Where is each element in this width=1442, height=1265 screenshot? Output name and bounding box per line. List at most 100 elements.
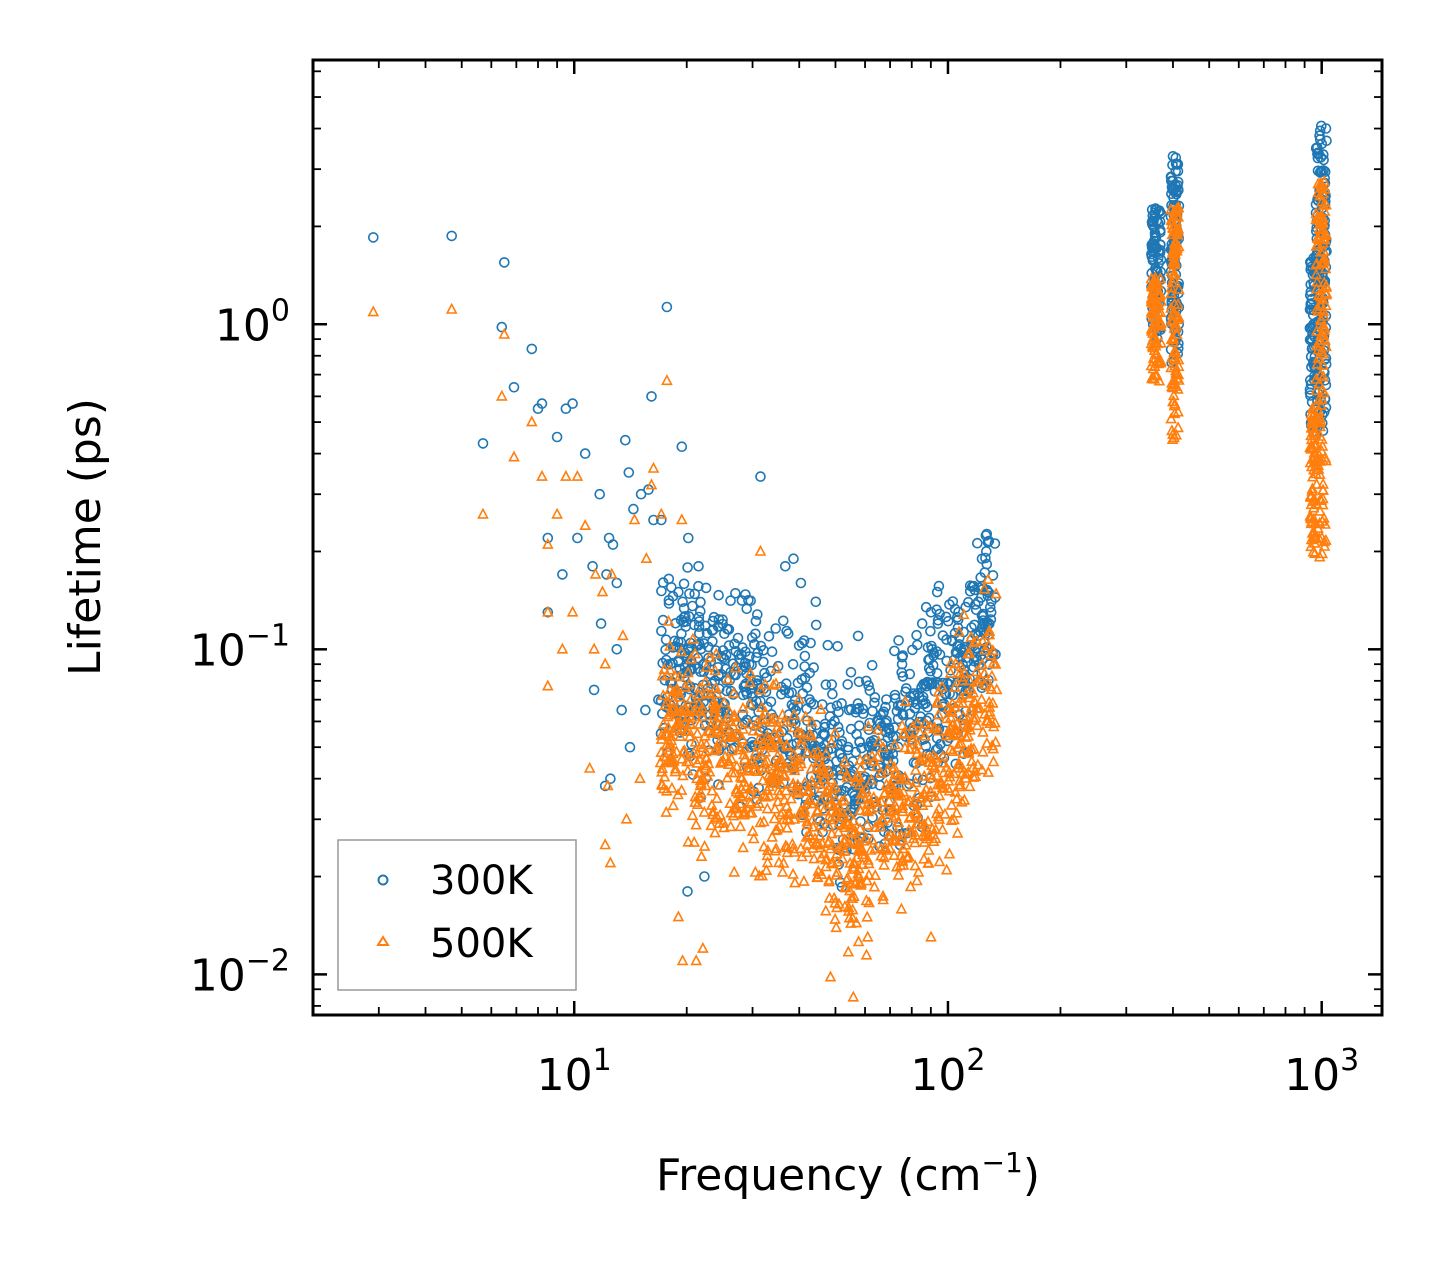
- point-500k-480: [947, 767, 960, 779]
- point-500k-1033: [855, 842, 868, 854]
- point-500k-152: [936, 823, 949, 835]
- point-500k-45: [925, 930, 937, 942]
- point-500k-458: [904, 880, 917, 892]
- point-500k-1455: [1310, 213, 1322, 225]
- point-500k-456: [680, 755, 693, 767]
- point-500k-1028: [761, 733, 774, 745]
- point-500k-754: [909, 776, 922, 788]
- point-300k-30: [655, 514, 667, 526]
- point-300k-55: [810, 596, 822, 608]
- point-500k-752: [861, 874, 873, 886]
- point-300k-745: [663, 573, 675, 585]
- point-500k-689: [794, 842, 807, 854]
- point-500k-86: [729, 661, 742, 673]
- point-500k-241: [805, 729, 818, 741]
- point-500k-975: [779, 839, 792, 851]
- point-300k-53: [788, 553, 799, 565]
- point-500k-1427: [1315, 297, 1327, 310]
- point-500k-961: [949, 700, 962, 712]
- point-500k-616: [810, 837, 823, 849]
- point-300k-941: [730, 587, 741, 599]
- point-500k-746: [889, 787, 902, 799]
- point-500k-803: [787, 721, 800, 733]
- point-500k-771: [883, 794, 896, 806]
- point-500k-794: [830, 793, 842, 805]
- point-300k-714: [819, 718, 831, 730]
- point-500k-1284: [1304, 489, 1317, 501]
- point-500k-812: [860, 894, 873, 906]
- point-500k-937: [947, 728, 960, 740]
- point-300k-395: [980, 530, 992, 541]
- point-500k-40: [754, 544, 767, 556]
- point-500k-496: [854, 753, 866, 765]
- point-300k-600: [827, 688, 838, 700]
- point-500k-1457: [1312, 212, 1324, 224]
- point-300k-615: [693, 580, 704, 592]
- point-500k-405: [953, 737, 966, 749]
- point-300k-131: [763, 630, 775, 642]
- point-500k-594: [896, 719, 909, 731]
- point-500k-776: [808, 852, 820, 864]
- point-500k-1433: [1317, 483, 1329, 495]
- point-500k-15: [541, 679, 554, 691]
- point-300k-13: [542, 532, 554, 544]
- point-500k-1189: [1170, 379, 1182, 392]
- point-500k-144: [754, 816, 767, 828]
- point-300k-197: [758, 656, 769, 668]
- point-300k-808: [746, 632, 758, 643]
- point-300k-814: [766, 646, 778, 658]
- point-500k-435: [852, 935, 865, 947]
- point-500k-1045: [850, 916, 863, 928]
- point-500k-1439: [1315, 314, 1328, 326]
- point-500k-973: [697, 772, 710, 785]
- point-300k-1057: [1149, 240, 1161, 251]
- x-axis-label: Frequency (cm−1): [656, 1146, 1040, 1201]
- point-300k-688: [842, 741, 854, 753]
- point-500k-632: [725, 806, 738, 818]
- point-500k-62: [977, 745, 989, 757]
- point-500k-981: [909, 828, 922, 840]
- point-500k-547: [862, 853, 874, 865]
- point-500k-644: [798, 776, 811, 788]
- point-500k-65: [801, 746, 814, 758]
- point-500k-1224: [1165, 361, 1177, 373]
- point-500k-1243: [1167, 256, 1179, 268]
- point-500k-820: [973, 701, 986, 713]
- point-500k-723: [969, 764, 982, 776]
- point-500k-267: [828, 891, 841, 903]
- point-300k-876: [904, 668, 916, 680]
- point-500k-322: [667, 685, 680, 697]
- point-500k-388: [727, 686, 740, 698]
- point-500k-697: [810, 761, 823, 773]
- point-500k-977: [845, 819, 857, 831]
- point-300k-1053: [1146, 242, 1158, 253]
- point-500k-806: [694, 681, 706, 693]
- point-500k-816: [671, 718, 684, 730]
- point-500k-464: [722, 754, 735, 766]
- point-500k-853: [744, 788, 756, 800]
- point-500k-597: [864, 843, 877, 855]
- point-300k-923: [707, 615, 719, 627]
- point-500k-516: [953, 780, 966, 792]
- point-500k-930: [664, 683, 676, 695]
- point-500k-432: [865, 803, 878, 815]
- point-300k-1054: [1147, 255, 1159, 266]
- point-500k-779: [802, 784, 814, 796]
- point-500k-556: [982, 639, 995, 651]
- point-300k-957: [693, 638, 705, 650]
- point-500k-997: [950, 722, 962, 734]
- point-300k-1115: [1170, 152, 1182, 164]
- point-300k-873: [921, 680, 932, 692]
- point-500k-830: [940, 712, 953, 724]
- point-500k-1352: [1311, 445, 1324, 457]
- point-300k-932: [980, 552, 991, 564]
- point-500k-1419: [1319, 517, 1332, 529]
- point-500k-555: [945, 703, 958, 716]
- point-300k-51: [755, 471, 766, 482]
- point-500k-749: [722, 672, 734, 684]
- point-300k-416: [882, 732, 894, 744]
- point-500k-695: [781, 821, 793, 833]
- point-500k-354: [690, 818, 702, 830]
- point-300k-712: [682, 562, 693, 573]
- point-500k-333: [691, 797, 704, 810]
